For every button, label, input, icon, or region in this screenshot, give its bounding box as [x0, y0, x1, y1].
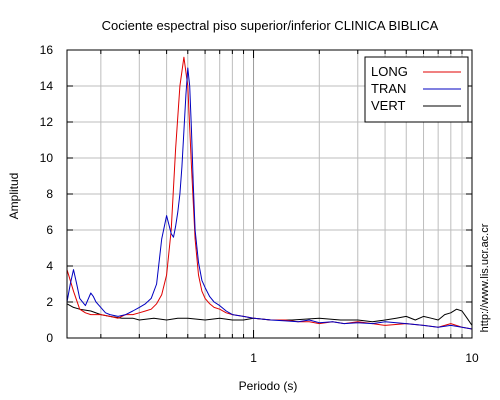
legend-label-long: LONG: [371, 64, 408, 79]
y-axis-label: Amplitud: [7, 173, 21, 220]
y-tick-label: 4: [46, 259, 53, 273]
y-tick-label: 10: [40, 151, 54, 165]
y-tick-label: 12: [40, 115, 54, 129]
series-line-tran: [66, 67, 473, 330]
axis-ticks: 0 2 4 6 8 10 12 14 16 1 10: [40, 43, 479, 365]
y-tick-label: 0: [46, 331, 53, 345]
legend-label-tran: TRAN: [371, 81, 406, 96]
x-axis-label: Periodo (s): [239, 379, 298, 393]
x-tick-label: 1: [250, 351, 257, 365]
y-tick-label: 16: [40, 43, 54, 57]
chart-legend: LONG TRAN VERT: [364, 56, 469, 123]
y-tick-label: 14: [40, 79, 54, 93]
source-watermark: http://www.lis.ucr.ac.cr: [479, 223, 491, 332]
chart-title: Cociente espectral piso superior/inferio…: [102, 18, 439, 33]
y-tick-label: 6: [46, 223, 53, 237]
series-layer: [66, 56, 473, 330]
legend-label-vert: VERT: [371, 98, 405, 113]
y-tick-label: 8: [46, 187, 53, 201]
y-tick-label: 2: [46, 295, 53, 309]
x-tick-label: 10: [465, 351, 479, 365]
